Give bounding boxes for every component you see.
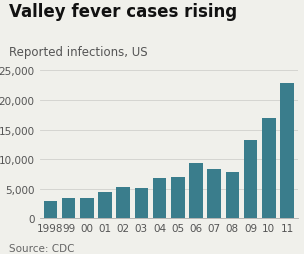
- Text: Reported infections, US: Reported infections, US: [9, 46, 148, 59]
- Bar: [43, 201, 57, 218]
- Bar: [244, 140, 257, 218]
- Bar: [135, 188, 148, 218]
- Bar: [262, 118, 276, 218]
- Bar: [153, 178, 167, 218]
- Bar: [189, 163, 203, 218]
- Bar: [280, 84, 294, 218]
- Bar: [226, 172, 239, 218]
- Bar: [80, 198, 94, 218]
- Bar: [62, 198, 75, 218]
- Bar: [98, 192, 112, 218]
- Bar: [116, 187, 130, 218]
- Text: Source: CDC: Source: CDC: [9, 243, 74, 253]
- Text: Valley fever cases rising: Valley fever cases rising: [9, 3, 237, 21]
- Bar: [171, 178, 185, 218]
- Bar: [207, 169, 221, 218]
